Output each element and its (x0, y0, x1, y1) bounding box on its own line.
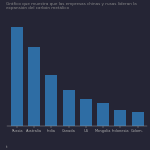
Bar (28, 47, 40, 126)
Bar (80, 99, 92, 126)
Text: Gráfico que muestra que las empresas chinas y rusas lideran la expansión del car: Gráfico que muestra que las empresas chi… (6, 2, 137, 10)
Bar (114, 110, 126, 126)
Bar (97, 103, 109, 126)
Bar (11, 27, 23, 126)
Bar (63, 90, 75, 126)
Text: t: t (6, 144, 8, 148)
Bar (45, 75, 57, 126)
Bar (132, 112, 144, 126)
